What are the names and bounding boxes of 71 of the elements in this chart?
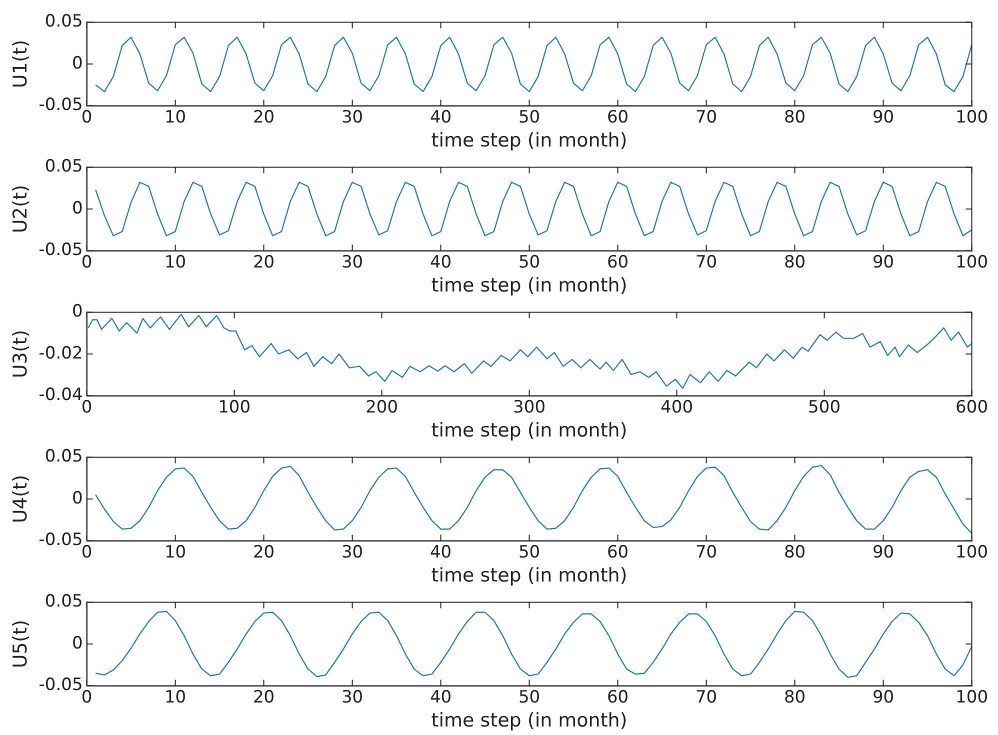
y-axis-title: U3(t) — [9, 330, 32, 378]
x-axis-title: time step (in month) — [431, 130, 628, 152]
x-tick-label: 40 — [430, 687, 452, 708]
y-tick-label: 0 — [72, 633, 83, 654]
x-tick-label: 30 — [341, 252, 364, 272]
x-tick-label: 90 — [872, 252, 894, 272]
x-tick-label: 100 — [956, 542, 988, 562]
x-tick-label: 20 — [252, 542, 275, 562]
x-tick-label: 600 — [956, 397, 988, 418]
x-tick-label: 70 — [695, 687, 718, 708]
x-tick-label: 20 — [252, 252, 275, 272]
x-tick-label: 200 — [366, 397, 398, 418]
x-tick-label: 500 — [808, 397, 841, 418]
x-tick-label: 300 — [513, 397, 546, 418]
y-tick-label: 0.05 — [44, 12, 83, 32]
y-tick-label: 0.05 — [44, 446, 83, 467]
x-tick-label: 100 — [956, 107, 988, 128]
y-tick-label: 0 — [72, 53, 83, 74]
y-tick-label: -0.04 — [38, 385, 83, 406]
x-axis-title: time step (in month) — [431, 710, 628, 732]
x-tick-label: 50 — [518, 687, 540, 708]
x-tick-label: 10 — [164, 252, 186, 272]
y-tick-label: -0.05 — [38, 675, 83, 696]
x-tick-label: 100 — [956, 687, 988, 708]
x-tick-label: 70 — [695, 542, 718, 562]
y-tick-label: 0.05 — [44, 156, 83, 177]
x-tick-label: 60 — [606, 252, 629, 272]
x-tick-label: 80 — [784, 542, 806, 562]
y-tick-label: -0.02 — [38, 343, 83, 364]
x-tick-label: 70 — [695, 107, 718, 128]
x-tick-label: 50 — [518, 252, 540, 272]
x-tick-label: 40 — [430, 107, 452, 128]
x-tick-label: 70 — [695, 252, 718, 272]
x-tick-label: 100 — [218, 397, 251, 418]
x-tick-label: 90 — [872, 687, 894, 708]
x-tick-label: 20 — [252, 107, 275, 128]
y-tick-label: -0.05 — [38, 95, 83, 116]
x-tick-label: 60 — [606, 107, 629, 128]
x-tick-label: 40 — [430, 542, 452, 562]
y-tick-label: -0.05 — [38, 240, 83, 260]
x-tick-label: 40 — [430, 252, 452, 272]
x-tick-label: 30 — [341, 542, 364, 562]
x-tick-label: 80 — [784, 687, 806, 708]
x-tick-label: 400 — [660, 397, 694, 418]
y-tick-label: 0 — [72, 488, 83, 508]
y-axis-title: U2(t) — [9, 184, 32, 234]
y-tick-label: 0.05 — [44, 592, 83, 612]
x-axis-title: time step (in month) — [431, 274, 628, 297]
y-tick-label: 0 — [72, 198, 83, 218]
x-tick-label: 10 — [164, 687, 186, 708]
y-axis-title: U5(t) — [9, 620, 32, 668]
y-tick-label: 0 — [72, 302, 83, 322]
y-axis-title: U1(t) — [9, 40, 32, 88]
x-tick-label: 80 — [784, 252, 806, 272]
y-axis-title: U4(t) — [9, 474, 32, 524]
x-tick-label: 10 — [164, 107, 186, 128]
y-tick-label: -0.05 — [38, 530, 83, 550]
x-tick-label: 80 — [784, 107, 806, 128]
x-axis-title: time step (in month) — [431, 420, 628, 442]
x-tick-label: 90 — [872, 542, 894, 562]
x-tick-label: 50 — [518, 107, 540, 128]
x-tick-label: 30 — [341, 687, 364, 708]
x-tick-label: 20 — [252, 687, 275, 708]
x-tick-label: 30 — [341, 107, 364, 128]
x-tick-label: 90 — [872, 107, 894, 128]
x-axis-title: time step (in month) — [431, 564, 628, 587]
x-tick-label: 60 — [606, 687, 629, 708]
x-tick-label: 10 — [164, 542, 186, 562]
x-tick-label: 60 — [606, 542, 629, 562]
x-tick-label: 50 — [518, 542, 540, 562]
x-tick-label: 100 — [956, 252, 988, 272]
